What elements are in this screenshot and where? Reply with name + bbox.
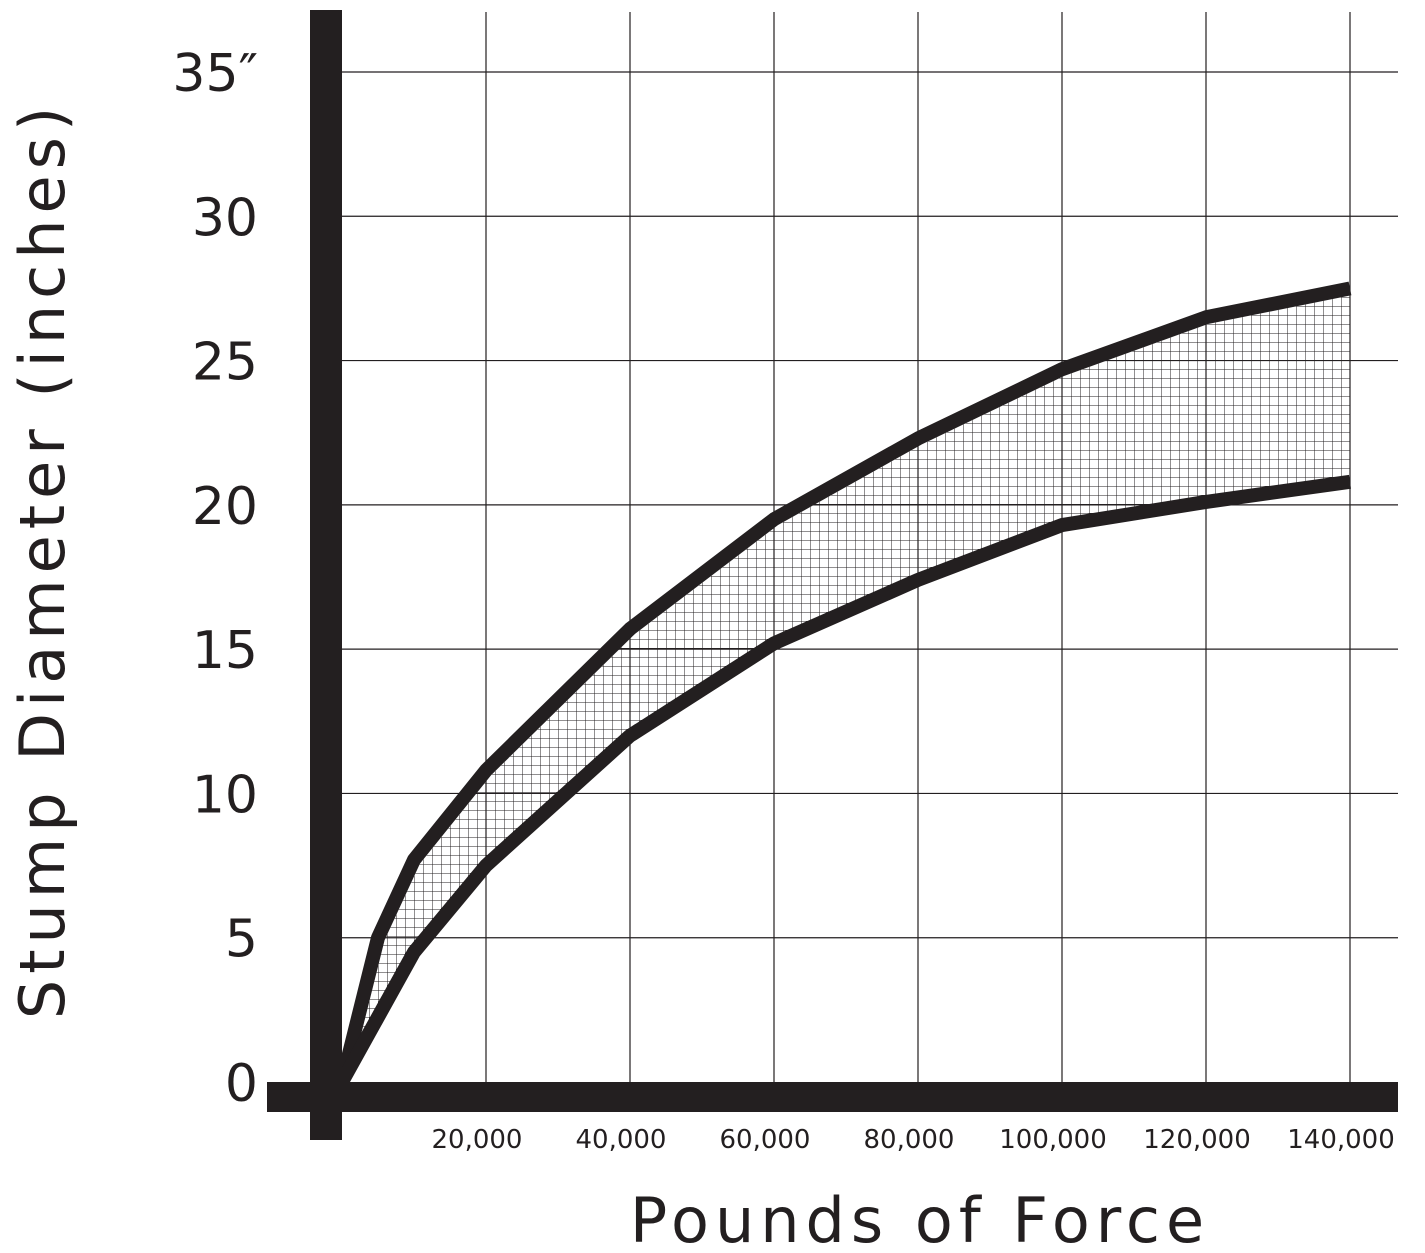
- y-tick-label: 35″: [172, 44, 258, 104]
- x-axis-title: Pounds of Force: [630, 1184, 1210, 1253]
- x-tick-label: 80,000: [864, 1125, 955, 1155]
- y-tick-label: 0: [225, 1054, 258, 1114]
- series-lines: [335, 281, 1352, 1086]
- grid: [342, 12, 1398, 1082]
- y-tick-label: 30: [192, 188, 258, 248]
- y-tick-label: 5: [225, 910, 258, 970]
- x-tick-label: 20,000: [432, 1125, 523, 1155]
- x-tick-label: 100,000: [999, 1125, 1107, 1155]
- y-tick-label: 25: [192, 333, 258, 393]
- y-axis-title: Stump Diameter (inches): [6, 101, 79, 1019]
- axes: [267, 10, 1398, 1140]
- x-axis-line: [267, 1082, 1398, 1112]
- x-tick-labels: 20,000 40,000 60,000 80,000 100,000 120,000 14…: [432, 1125, 1395, 1155]
- y-tick-label: 20: [192, 477, 258, 537]
- y-tick-label: 10: [192, 765, 258, 825]
- x-tick-label: 120,000: [1143, 1125, 1251, 1155]
- x-tick-label: 60,000: [720, 1125, 811, 1155]
- x-tick-label: 40,000: [576, 1125, 667, 1155]
- series-lower-line: [335, 474, 1351, 1086]
- y-tick-labels: 0 5 10 15 20 25 30 35″: [172, 44, 258, 1114]
- series-upper-line: [335, 281, 1352, 1084]
- range-band: [342, 288, 1350, 1082]
- x-tick-label: 140,000: [1287, 1125, 1395, 1155]
- y-axis-line: [310, 10, 342, 1140]
- y-tick-label: 15: [192, 621, 258, 681]
